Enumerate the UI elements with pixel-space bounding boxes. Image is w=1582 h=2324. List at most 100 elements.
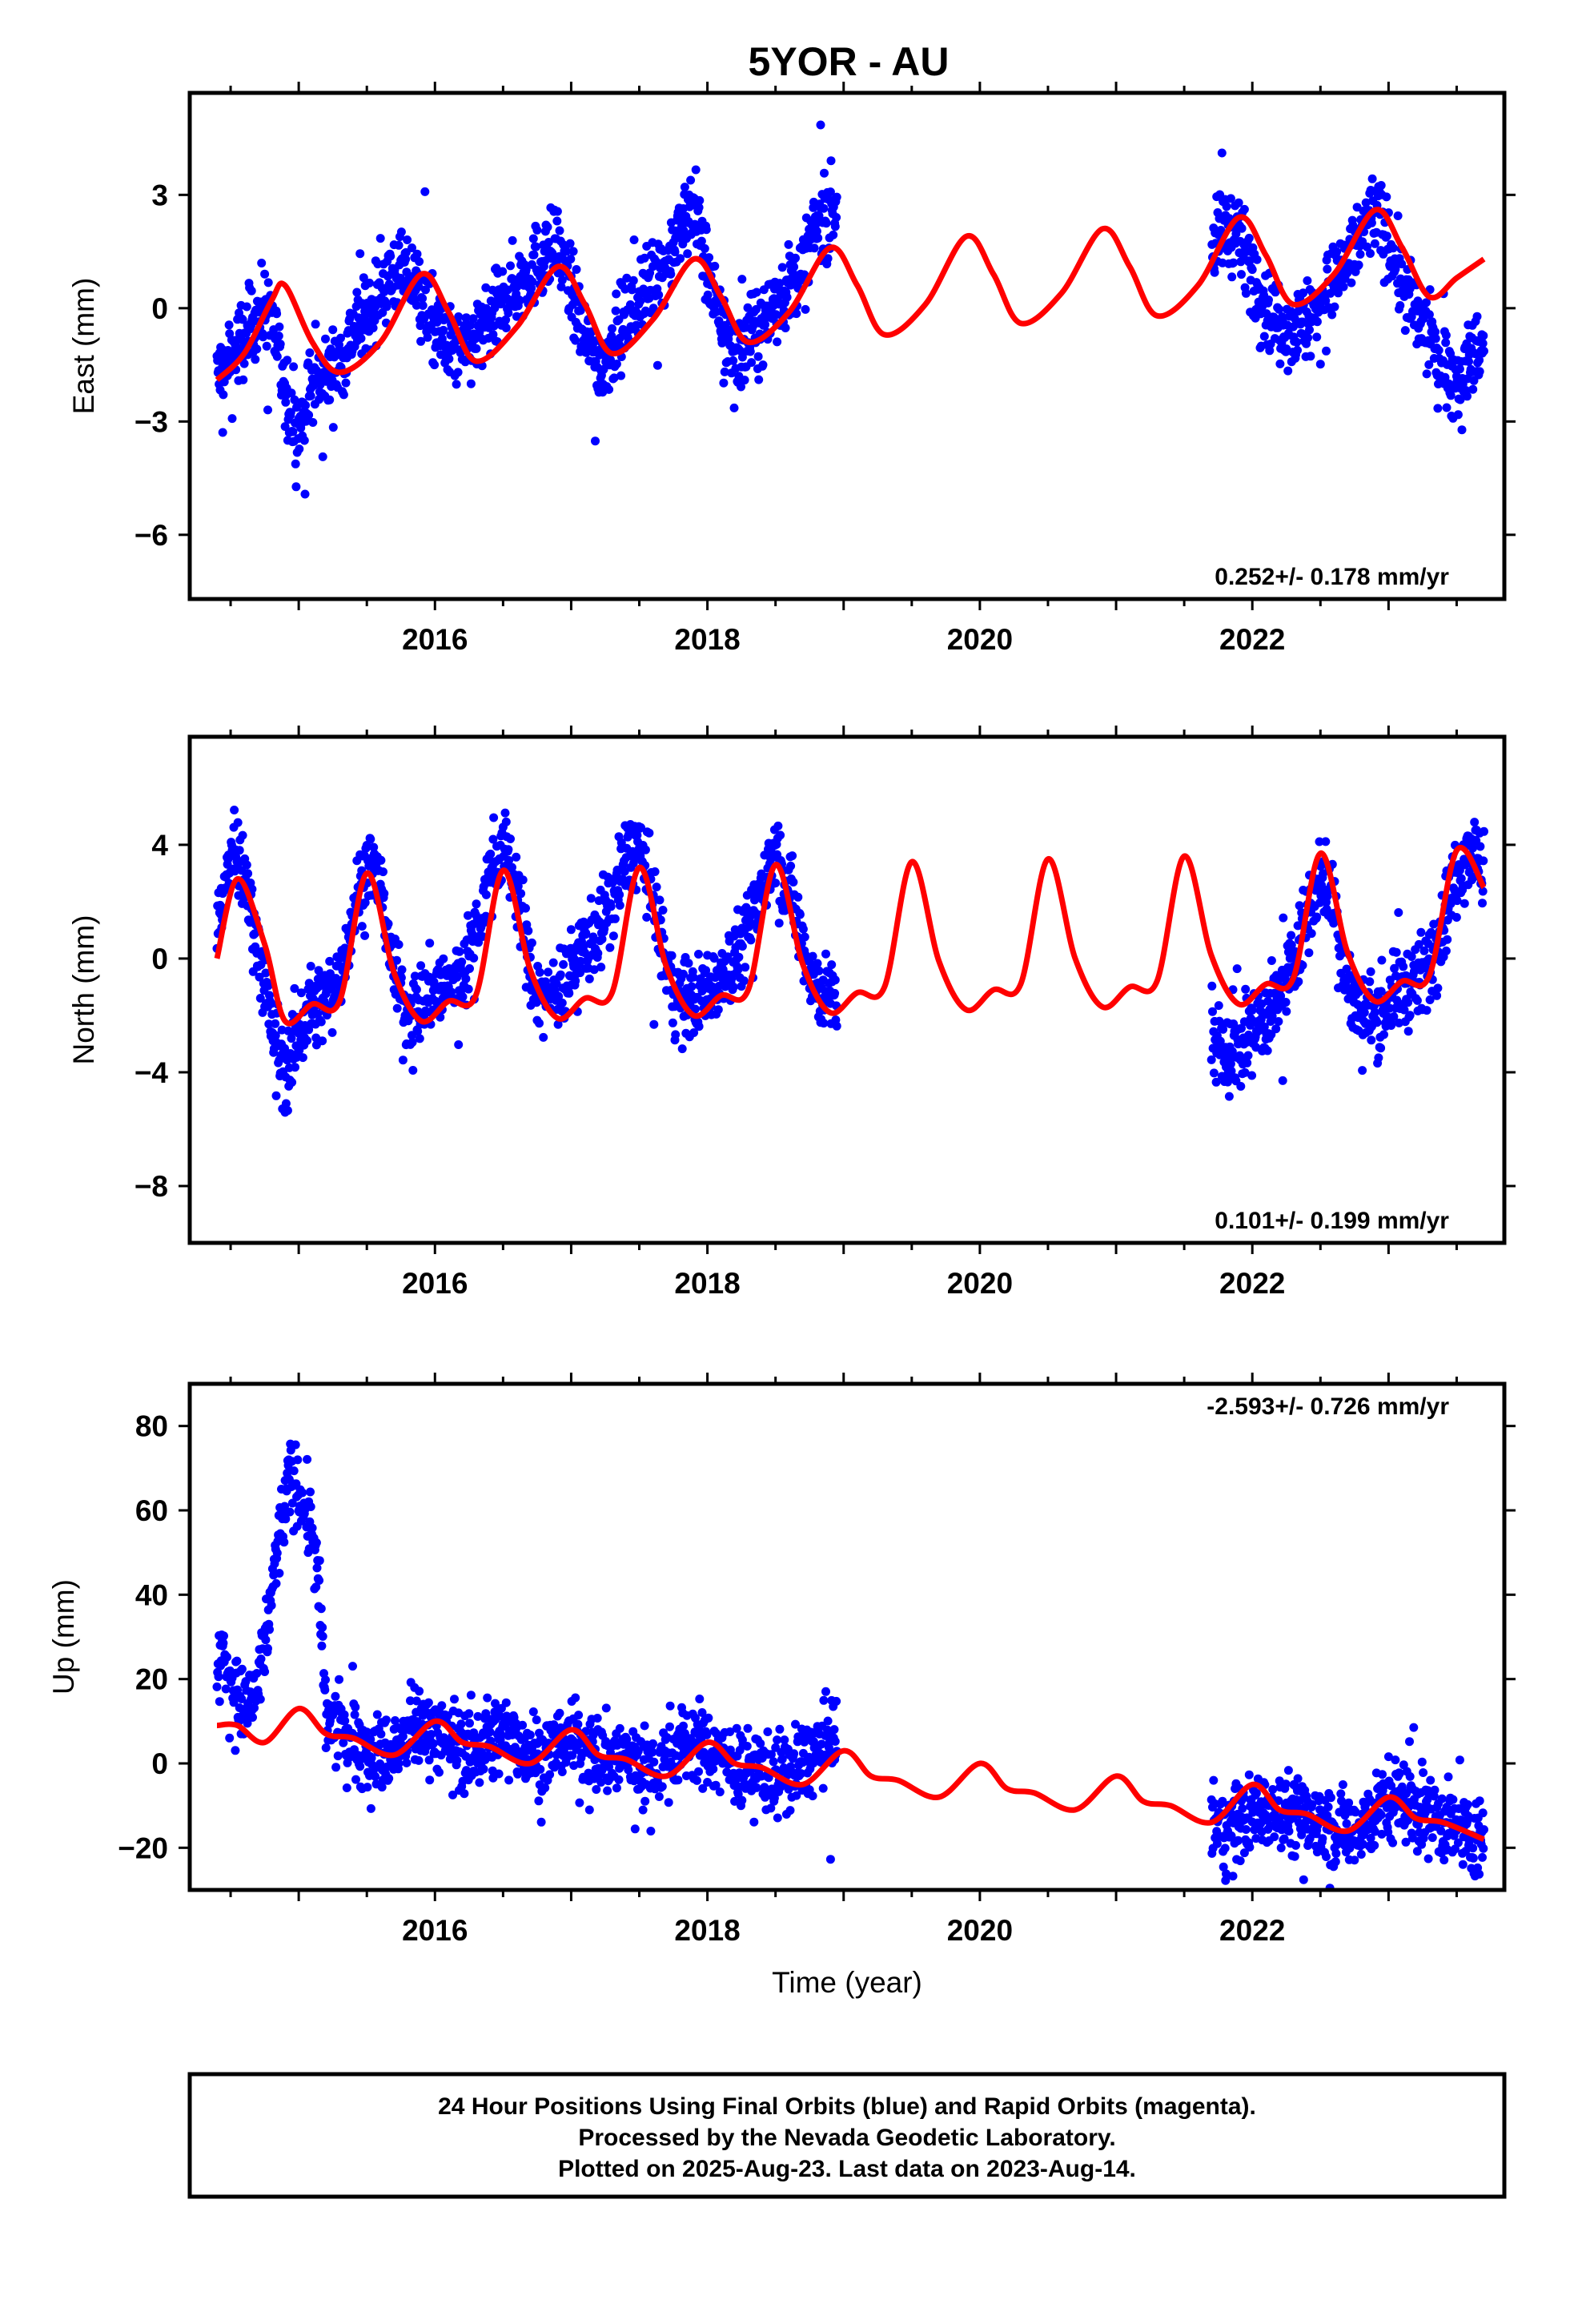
- east-data-point: [1354, 260, 1363, 270]
- east-data-point: [272, 309, 282, 319]
- north-data-point: [1307, 929, 1316, 939]
- north-data-point: [1478, 887, 1488, 896]
- east-data-point: [1480, 346, 1488, 356]
- east-data-point: [453, 368, 463, 377]
- north-data-point: [655, 895, 665, 905]
- east-data-point: [1229, 258, 1239, 267]
- north-data-point: [557, 998, 567, 1007]
- east-data-point: [609, 373, 619, 383]
- north-data-point: [1276, 991, 1286, 1001]
- north-data-point: [581, 928, 591, 938]
- north-rate-label: 0.101+/- 0.199 mm/yr: [1215, 1208, 1449, 1234]
- up-data-point: [402, 1758, 412, 1767]
- north-data-point: [593, 948, 603, 958]
- up-data-point: [536, 1817, 546, 1827]
- up-data-point: [501, 1698, 511, 1707]
- east-data-point: [1252, 255, 1262, 264]
- east-data-point: [416, 321, 425, 331]
- up-data-point: [742, 1742, 752, 1751]
- east-data-point: [311, 320, 320, 329]
- north-data-point: [535, 1019, 544, 1028]
- east-data-point: [251, 355, 260, 364]
- up-data-point: [773, 1735, 782, 1745]
- east-data-point: [628, 275, 638, 285]
- east-data-point: [565, 239, 575, 248]
- up-data-point: [574, 1711, 584, 1720]
- east-data-point: [754, 375, 764, 384]
- east-data-point: [683, 249, 693, 259]
- north-data-point: [1294, 977, 1303, 987]
- up-data-point: [573, 1719, 583, 1729]
- north-data-point: [518, 875, 528, 885]
- east-data-point: [290, 395, 299, 404]
- north-data-point: [290, 983, 299, 993]
- north-data-point: [1478, 899, 1487, 908]
- east-data-point: [1455, 364, 1464, 374]
- east-data-point: [452, 380, 461, 389]
- east-data-point: [1299, 288, 1308, 298]
- up-data-point: [1238, 1803, 1247, 1813]
- east-y-tick-label: −3: [135, 405, 168, 438]
- up-data-point: [777, 1755, 787, 1764]
- east-data-point: [1393, 211, 1403, 220]
- north-data-point: [263, 981, 273, 991]
- north-data-point: [461, 974, 471, 983]
- east-data-point: [365, 278, 374, 287]
- east-data-point: [299, 436, 309, 445]
- north-data-point: [636, 822, 645, 832]
- north-data-point: [504, 845, 513, 854]
- east-data-point: [611, 306, 620, 316]
- east-data-point: [1217, 148, 1227, 158]
- up-data-point: [271, 1578, 281, 1588]
- north-data-point: [303, 1035, 312, 1045]
- north-data-point: [1470, 818, 1480, 827]
- north-data-point: [230, 806, 239, 814]
- up-data-point: [1297, 1830, 1307, 1839]
- east-data-point: [1259, 332, 1269, 341]
- east-data-point: [829, 230, 838, 239]
- north-data-point: [1207, 1055, 1216, 1064]
- north-data-point: [501, 817, 511, 826]
- north-data-point: [788, 851, 797, 861]
- up-data-point: [452, 1755, 462, 1765]
- north-data-point: [793, 892, 803, 902]
- east-data-point: [1475, 367, 1484, 376]
- north-data-point: [723, 952, 733, 962]
- up-data-point: [485, 1727, 495, 1737]
- up-data-point: [406, 1696, 415, 1706]
- east-data-point: [394, 240, 404, 250]
- up-data-point: [311, 1538, 321, 1547]
- north-data-point: [488, 834, 498, 844]
- north-data-point: [1267, 1011, 1277, 1021]
- east-data-point: [676, 254, 685, 263]
- north-data-point: [737, 942, 747, 951]
- north-data-point: [1304, 948, 1314, 958]
- east-data-point: [339, 390, 348, 400]
- north-data-point: [314, 966, 323, 975]
- up-data-point: [371, 1771, 380, 1781]
- north-data-point: [564, 988, 574, 998]
- north-data-point: [540, 977, 550, 987]
- north-data-point: [392, 955, 401, 965]
- east-data-point: [775, 279, 785, 288]
- east-data-point: [1479, 331, 1488, 340]
- north-data-point: [1432, 991, 1442, 1000]
- north-data-point: [1452, 896, 1462, 906]
- up-data-point: [377, 1783, 387, 1792]
- east-data-point: [758, 360, 768, 370]
- north-data-point: [1468, 843, 1478, 853]
- up-data-point: [532, 1715, 541, 1725]
- up-data-point: [702, 1730, 712, 1739]
- east-data-point: [335, 340, 343, 350]
- east-data-point: [274, 332, 283, 340]
- up-data-point: [732, 1723, 741, 1733]
- east-data-point: [408, 243, 416, 252]
- east-data-point: [1321, 296, 1331, 306]
- up-data-point: [372, 1710, 382, 1719]
- east-data-point: [737, 352, 747, 362]
- up-data-point: [1244, 1770, 1254, 1779]
- up-data-point: [797, 1769, 806, 1779]
- north-data-point: [413, 1027, 423, 1036]
- east-data-point: [640, 253, 649, 263]
- up-data-point: [756, 1739, 765, 1748]
